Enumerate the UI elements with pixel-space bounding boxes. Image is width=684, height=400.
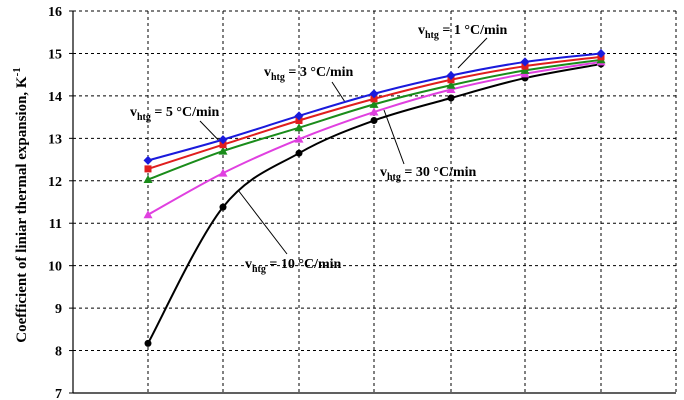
data-point <box>370 95 378 103</box>
data-point <box>446 85 456 94</box>
annotation-leader <box>383 109 405 165</box>
y-tick-label: 7 <box>55 387 62 400</box>
y-tick-label: 12 <box>48 175 62 190</box>
data-point <box>144 339 152 347</box>
data-point <box>218 146 228 155</box>
data-point <box>447 94 455 102</box>
data-point <box>295 149 303 157</box>
series-annotation: vhtg = 10 °C/min <box>245 257 342 275</box>
data-point <box>295 117 303 125</box>
y-tick-label: 10 <box>48 260 62 275</box>
y-tick-label: 14 <box>48 90 62 105</box>
data-point <box>369 99 379 108</box>
data-point <box>219 141 227 149</box>
data-point <box>446 80 456 89</box>
y-tick-label: 16 <box>48 5 62 20</box>
data-point <box>520 65 530 74</box>
data-point <box>596 48 606 58</box>
grid <box>72 10 677 394</box>
y-tick-label: 13 <box>48 132 62 147</box>
data-point <box>294 134 304 143</box>
series-markers <box>143 48 606 347</box>
series-annotation: vhtg = 5 °C/min <box>130 105 220 123</box>
y-axis-label: Coefficient of liniar thermal expansion,… <box>11 67 30 343</box>
series-annotation: vhtg = 1 °C/min <box>418 23 508 41</box>
data-point <box>369 107 379 116</box>
data-point <box>520 57 530 67</box>
data-point <box>370 117 378 125</box>
annotations: vhtg = 1 °C/min vhtg = 3 °C/min vhtg = 5 °… <box>130 23 508 275</box>
data-point <box>369 89 379 99</box>
y-tick-label: 15 <box>48 47 62 62</box>
data-point <box>143 155 153 165</box>
annotation-leader <box>331 81 346 103</box>
y-tick-label: 8 <box>55 345 62 360</box>
y-tick-label: 11 <box>49 217 62 232</box>
annotation-leader <box>457 37 488 69</box>
series-annotation: vhtg = 30 °C/min <box>380 165 477 183</box>
annotation-leader <box>237 189 288 255</box>
data-point <box>218 168 228 177</box>
data-point <box>294 111 304 121</box>
data-point <box>294 123 304 132</box>
data-point <box>143 175 153 184</box>
data-point <box>218 135 228 145</box>
series-annotation: vhtg = 3 °C/min <box>264 65 354 83</box>
data-point <box>219 203 227 211</box>
y-tick-label: 9 <box>55 302 62 317</box>
y-tick-labels: 7 8 9 10 11 12 13 14 15 16 <box>48 5 73 400</box>
data-point <box>446 71 456 81</box>
data-point <box>143 210 153 219</box>
data-point <box>144 165 152 173</box>
